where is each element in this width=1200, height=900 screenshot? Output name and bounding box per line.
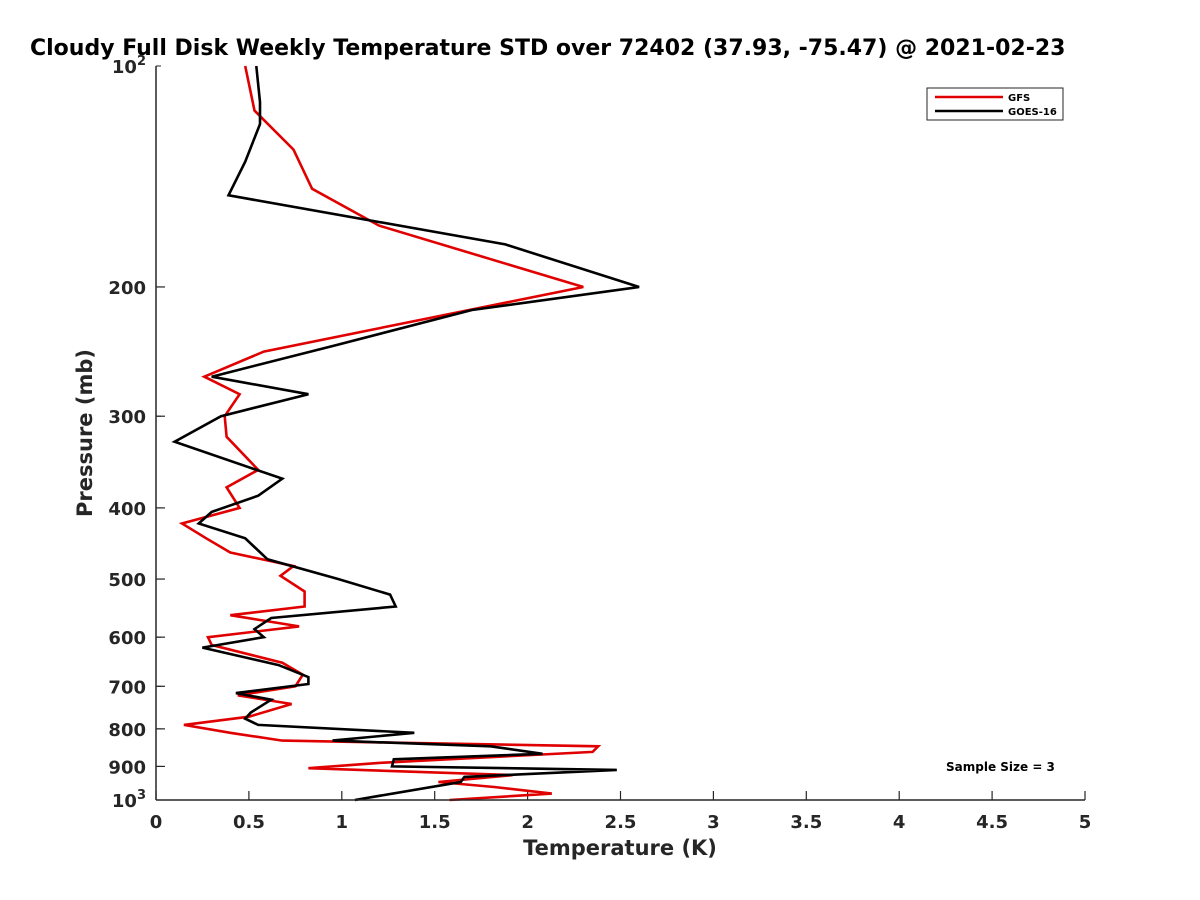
x-axis-ticks: 0 0.5 1 1.5 2 2.5 3 3.5 4 4.5 5 (150, 791, 1092, 833)
y-tick-label: 400 (108, 499, 146, 520)
plot-area (156, 66, 1085, 800)
y-tick-label: 500 (108, 570, 146, 591)
y-tick-label: 300 (108, 407, 146, 428)
x-tick-label: 0.5 (233, 812, 265, 833)
x-tick-label: 0 (150, 812, 163, 833)
x-tick-label: 1 (336, 812, 349, 833)
legend-label-gfs: GFS (1008, 93, 1030, 104)
x-tick-label: 2.5 (605, 812, 637, 833)
y-axis-label: Pressure (mb) (73, 349, 97, 517)
series-line-goes16 (171, 65, 640, 802)
y-tick-label: 900 (108, 757, 146, 778)
y-tick-label-power: 103 (112, 788, 146, 812)
x-tick-label: 2 (521, 812, 534, 833)
y-tick-label: 800 (108, 720, 146, 741)
y-tick-label: 700 (108, 677, 146, 698)
y-axis-ticks: 200 300 400 500 600 700 800 900 102 103 (108, 54, 165, 812)
plot-lines (171, 65, 640, 802)
y-tick-label-power: 102 (112, 54, 146, 78)
x-axis-label: Temperature (K) (523, 836, 717, 860)
sample-size-annotation: Sample Size = 3 (946, 760, 1055, 774)
x-tick-label: 4.5 (976, 812, 1008, 833)
x-tick-label: 3.5 (790, 812, 822, 833)
legend-label-goes16: GOES-16 (1008, 107, 1057, 118)
legend-box (926, 87, 1064, 121)
x-tick-label: 1.5 (419, 812, 451, 833)
legend: GFS GOES-16 (926, 87, 1064, 121)
x-tick-label: 4 (893, 812, 906, 833)
series-line-gfs (178, 65, 602, 802)
x-tick-label: 3 (707, 812, 720, 833)
chart-title: Cloudy Full Disk Weekly Temperature STD … (30, 36, 1065, 61)
x-tick-label: 5 (1079, 812, 1092, 833)
y-tick-label: 200 (108, 278, 146, 299)
y-tick-label: 600 (108, 628, 146, 649)
